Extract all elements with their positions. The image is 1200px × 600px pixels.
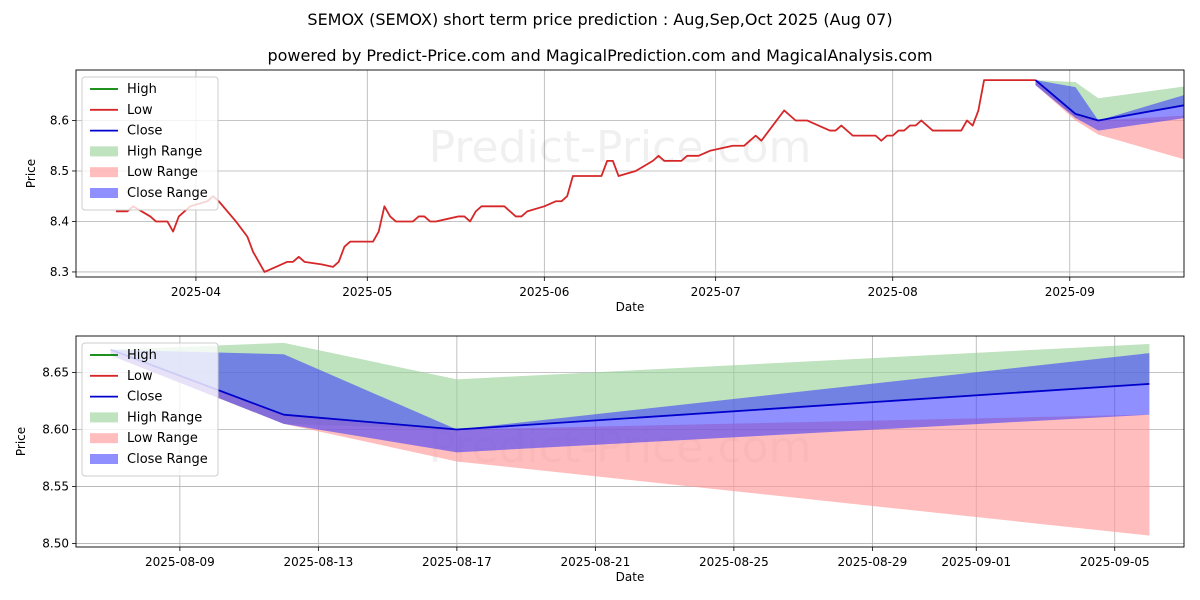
legend-swatch	[90, 146, 118, 157]
watermark: Predict-Price.com	[429, 122, 812, 173]
x-axis-label: Date	[616, 300, 645, 314]
x-tick-label: 2025-08-13	[284, 555, 354, 569]
x-tick-label: 2025-08-17	[422, 555, 492, 569]
low-line	[115, 79, 1036, 273]
x-tick-label: 2025-08-09	[145, 555, 215, 569]
legend-label: Close	[127, 124, 162, 139]
legend-swatch	[90, 433, 118, 444]
legend-label: High Range	[127, 410, 202, 425]
x-tick-label: 2025-05	[342, 285, 392, 299]
y-axis-label: Price	[24, 159, 38, 188]
legend-swatch	[90, 167, 118, 178]
legend: High Low Close High Range Low Range Close Ran…	[81, 342, 219, 477]
y-tick-label: 8.55	[42, 480, 69, 494]
low-range-band	[1035, 80, 1184, 160]
legend-swatch	[90, 412, 118, 423]
legend-label: High	[127, 82, 157, 97]
legend-label: Close	[127, 390, 162, 405]
legend-swatch	[90, 188, 118, 198]
y-tick-label: 8.6	[50, 113, 69, 127]
close-line	[1034, 79, 1184, 122]
y-tick-label: 8.60	[42, 423, 69, 437]
close-range-band	[110, 349, 1150, 453]
chart-panel-2: Predict-Price.com2025-08-092025-08-13202…	[14, 335, 1185, 584]
x-tick-label: 2025-08	[868, 285, 918, 299]
legend-label: Low Range	[127, 165, 198, 180]
close-range-band	[1035, 80, 1184, 131]
legend-label: Close Range	[127, 186, 208, 201]
legend-label: Close Range	[127, 452, 208, 467]
x-tick-label: 2025-08-29	[838, 555, 908, 569]
chart-title: SEMOX (SEMOX) short term price predictio…	[307, 10, 893, 29]
y-axis-label: Price	[14, 427, 28, 456]
x-tick-label: 2025-08-25	[699, 555, 769, 569]
chart-panel-1: Predict-Price.com 2025-04 2025-05 2025-06 20…	[24, 69, 1185, 314]
legend-label: Low	[127, 369, 153, 384]
x-tick-label: 2025-08-21	[561, 555, 631, 569]
x-tick-label: 2025-06	[519, 285, 569, 299]
legend-label: Low	[127, 103, 153, 118]
y-tick-label: 8.5	[50, 164, 69, 178]
legend-label: Low Range	[127, 431, 198, 446]
x-tick-label: 2025-09-01	[941, 555, 1011, 569]
axes-frame	[75, 69, 1185, 278]
x-tick-label: 2025-09	[1045, 285, 1095, 299]
x-tick-label: 2025-09-05	[1080, 555, 1150, 569]
plot-area	[115, 79, 1184, 273]
chart-subtitle: powered by Predict-Price.com and Magical…	[267, 46, 933, 65]
legend-swatch	[90, 454, 118, 464]
y-tick-label: 8.50	[42, 537, 69, 551]
plot-area	[110, 342, 1150, 536]
x-axis-label: Date	[616, 570, 645, 584]
legend: High Low Close High Range Low Range Close Ran…	[81, 76, 219, 211]
axes-frame	[75, 335, 1185, 548]
legend-label: High Range	[127, 144, 202, 159]
x-tick-label: 2025-07	[691, 285, 741, 299]
y-tick-label: 8.65	[42, 365, 69, 379]
y-tick-label: 8.4	[50, 214, 69, 228]
legend-label: High	[127, 348, 157, 363]
x-tick-label: 2025-04	[171, 285, 221, 299]
y-tick-label: 8.3	[50, 265, 69, 279]
